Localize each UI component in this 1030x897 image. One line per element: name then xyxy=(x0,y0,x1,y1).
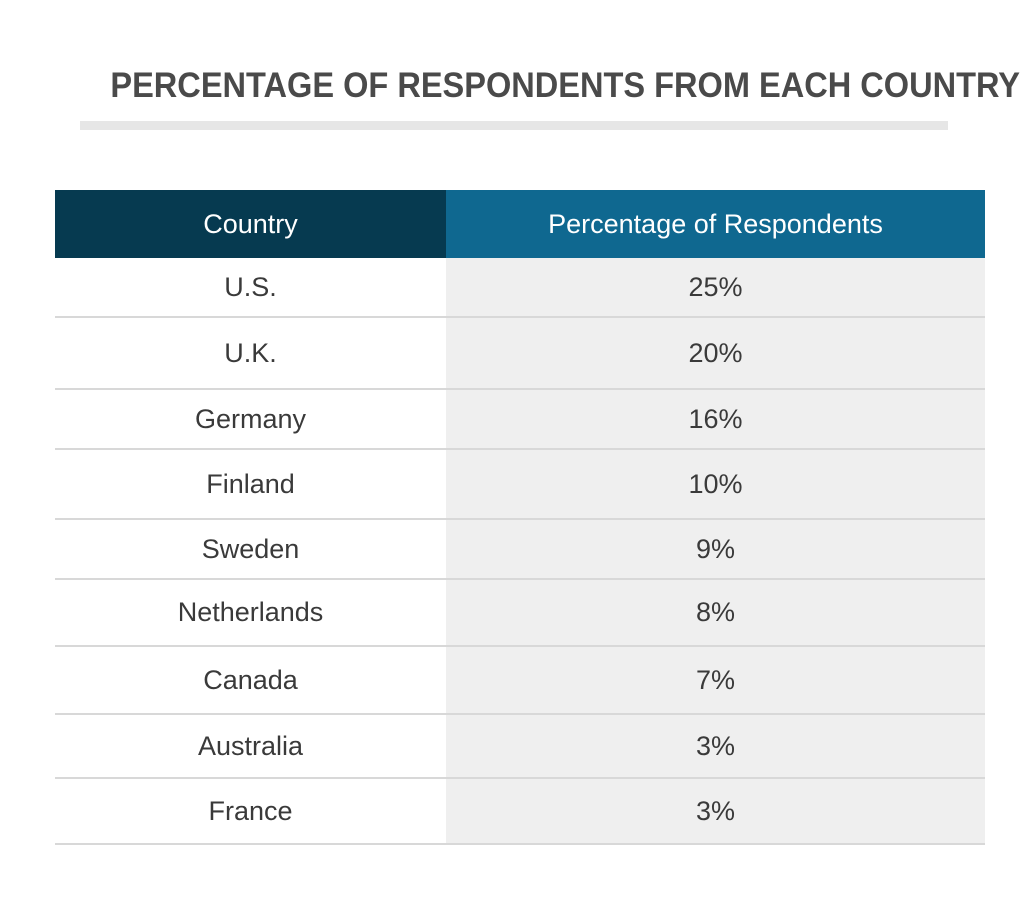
country-cell: Germany xyxy=(55,389,446,450)
percentage-cell: 20% xyxy=(446,317,985,390)
title-underline xyxy=(80,121,948,130)
percentage-cell: 3% xyxy=(446,778,985,845)
percentage-cell: 8% xyxy=(446,579,985,647)
table-row: U.K. 20% xyxy=(55,317,985,390)
country-cell: Canada xyxy=(55,646,446,715)
percentage-cell: 3% xyxy=(446,714,985,779)
country-cell: U.K. xyxy=(55,317,446,390)
percentage-cell: 25% xyxy=(446,258,985,318)
table-row: Sweden 9% xyxy=(55,519,985,580)
table-row: Canada 7% xyxy=(55,646,985,715)
country-cell: Australia xyxy=(55,714,446,779)
table-row: Germany 16% xyxy=(55,389,985,450)
table-row: U.S. 25% xyxy=(55,258,985,318)
column-header-percentage: Percentage of Respondents xyxy=(446,190,985,258)
percentage-cell: 7% xyxy=(446,646,985,715)
country-cell: Netherlands xyxy=(55,579,446,647)
percentage-cell: 9% xyxy=(446,519,985,580)
table-header-row: Country Percentage of Respondents xyxy=(55,190,985,258)
percentage-cell: 10% xyxy=(446,449,985,520)
table-row: Netherlands 8% xyxy=(55,579,985,647)
chart-title: PERCENTAGE OF RESPONDENTS FROM EACH COUN… xyxy=(110,66,1021,105)
country-cell: Finland xyxy=(55,449,446,520)
country-cell: France xyxy=(55,778,446,845)
table-row: Australia 3% xyxy=(55,714,985,779)
percentage-cell: 16% xyxy=(446,389,985,450)
respondents-table: Country Percentage of Respondents U.S. 2… xyxy=(55,190,985,845)
country-cell: U.S. xyxy=(55,258,446,318)
country-cell: Sweden xyxy=(55,519,446,580)
column-header-country: Country xyxy=(55,190,446,258)
table-row: Finland 10% xyxy=(55,449,985,520)
table-row: France 3% xyxy=(55,778,985,845)
